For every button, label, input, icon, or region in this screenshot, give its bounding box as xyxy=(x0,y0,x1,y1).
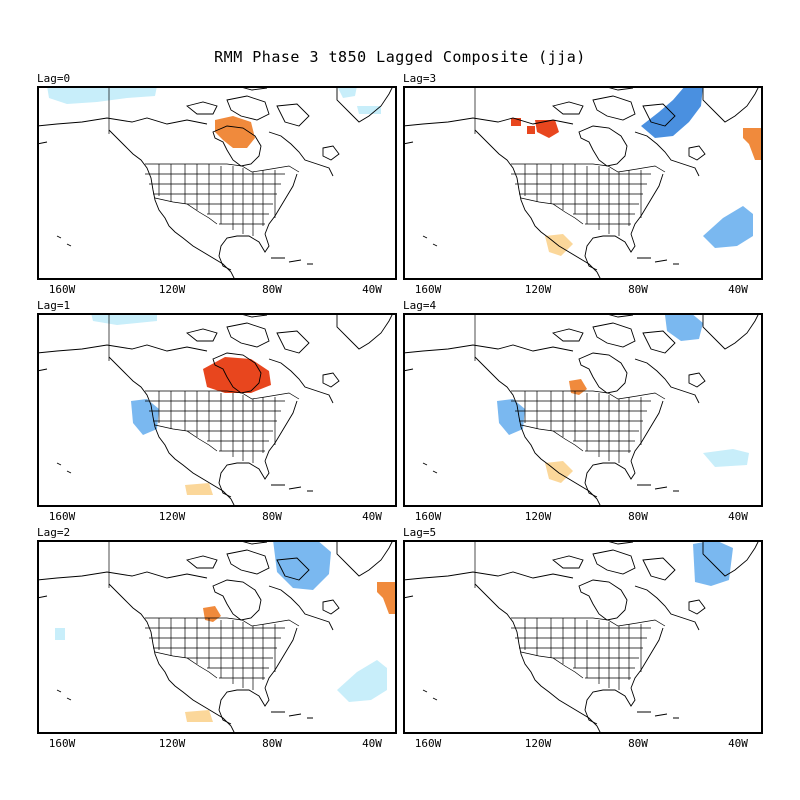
anomaly-cold xyxy=(703,206,753,248)
x-tick-label: 40W xyxy=(728,737,748,750)
x-tick-label: 120W xyxy=(524,737,552,750)
x-tick-label: 160W xyxy=(48,737,76,750)
anomaly-cold-light xyxy=(703,449,749,467)
x-tick-label: 80W xyxy=(628,737,648,750)
panel-border xyxy=(37,540,397,734)
x-tick-label: 80W xyxy=(262,283,282,296)
chart-title: RMM Phase 3 t850 Lagged Composite (jja) xyxy=(214,48,586,66)
state-borders xyxy=(474,313,666,463)
lag-label: Lag=4 xyxy=(403,299,437,312)
x-tick-label: 120W xyxy=(158,283,186,296)
map-panel-5: Lag=5 xyxy=(403,526,763,750)
panel-border xyxy=(37,313,397,507)
x-tick-label: 40W xyxy=(362,510,382,523)
x-tick-label: 120W xyxy=(524,510,552,523)
coastline-layer xyxy=(37,86,394,280)
map-frame xyxy=(403,313,763,507)
map-panel-1: Lag=3 xyxy=(403,72,763,296)
x-tick-label: 40W xyxy=(362,283,382,296)
anomaly-warm-light xyxy=(185,710,213,722)
anomaly-warm-strong xyxy=(511,118,559,138)
lag-label: Lag=3 xyxy=(403,72,437,85)
anomaly-cold-light xyxy=(55,628,65,640)
anomaly-warm-light xyxy=(545,461,573,483)
x-tick-label: 120W xyxy=(158,510,186,523)
lag-label: Lag=5 xyxy=(403,526,437,539)
map-panel-2: Lag=1 xyxy=(37,299,397,523)
anomaly-cold xyxy=(665,313,703,341)
anomaly-cold xyxy=(131,399,159,435)
x-tick-label: 40W xyxy=(728,510,748,523)
state-borders xyxy=(108,86,300,236)
x-tick-label: 160W xyxy=(414,283,442,296)
anomaly-layer xyxy=(511,86,763,256)
anomaly-layer xyxy=(91,313,271,495)
anomaly-warm-light xyxy=(185,483,213,495)
x-tick-label: 120W xyxy=(158,737,186,750)
map-frame xyxy=(37,86,397,280)
map-frame xyxy=(37,313,397,507)
anomaly-warm xyxy=(215,116,255,148)
state-borders xyxy=(474,86,666,236)
x-tick-label: 160W xyxy=(48,510,76,523)
anomaly-warm xyxy=(203,606,221,622)
anomaly-cold-light xyxy=(91,313,157,325)
coastline-layer xyxy=(403,313,760,507)
map-panel-4: Lag=2 xyxy=(37,526,397,750)
lag-label: Lag=1 xyxy=(37,299,71,312)
map-frame xyxy=(403,86,763,280)
lag-label: Lag=0 xyxy=(37,72,71,85)
x-tick-label: 40W xyxy=(728,283,748,296)
coastline-layer xyxy=(37,313,394,507)
coastline-layer xyxy=(403,540,760,734)
map-panel-3: Lag=4 xyxy=(403,299,763,523)
anomaly-layer xyxy=(693,540,733,586)
map-frame xyxy=(403,540,763,734)
state-borders xyxy=(474,540,666,690)
x-tick-label: 120W xyxy=(524,283,552,296)
coastline-layer xyxy=(403,86,760,280)
anomaly-warm xyxy=(743,128,763,160)
state-borders xyxy=(108,313,300,463)
anomaly-cold-light xyxy=(337,660,387,702)
anomaly-cold-light xyxy=(47,86,157,104)
panel-border xyxy=(37,86,397,280)
x-tick-label: 160W xyxy=(48,283,76,296)
x-tick-label: 80W xyxy=(262,737,282,750)
x-tick-label: 80W xyxy=(628,510,648,523)
panel-border xyxy=(403,86,763,280)
lag-label: Lag=2 xyxy=(37,526,71,539)
map-panel-0: Lag=0 xyxy=(37,72,397,296)
anomaly-warm xyxy=(377,582,397,614)
x-tick-label: 40W xyxy=(362,737,382,750)
anomaly-cold xyxy=(497,399,525,435)
x-tick-label: 160W xyxy=(414,510,442,523)
anomaly-cold-light xyxy=(337,86,381,114)
coastline-layer xyxy=(37,540,394,734)
state-borders xyxy=(108,540,300,690)
anomaly-layer xyxy=(55,540,397,722)
anomaly-layer xyxy=(497,313,749,483)
anomaly-warm-light xyxy=(545,234,573,256)
x-tick-label: 80W xyxy=(262,510,282,523)
anomaly-layer xyxy=(47,86,381,148)
anomaly-warm xyxy=(569,379,587,395)
x-tick-label: 160W xyxy=(414,737,442,750)
anomaly-cold-strong xyxy=(641,86,703,138)
anomaly-cold xyxy=(273,540,331,590)
x-tick-label: 80W xyxy=(628,283,648,296)
map-frame xyxy=(37,540,397,734)
panel-border xyxy=(403,540,763,734)
anomaly-cold xyxy=(693,540,733,586)
panel-border xyxy=(403,313,763,507)
anomaly-warm-strong xyxy=(203,357,271,393)
